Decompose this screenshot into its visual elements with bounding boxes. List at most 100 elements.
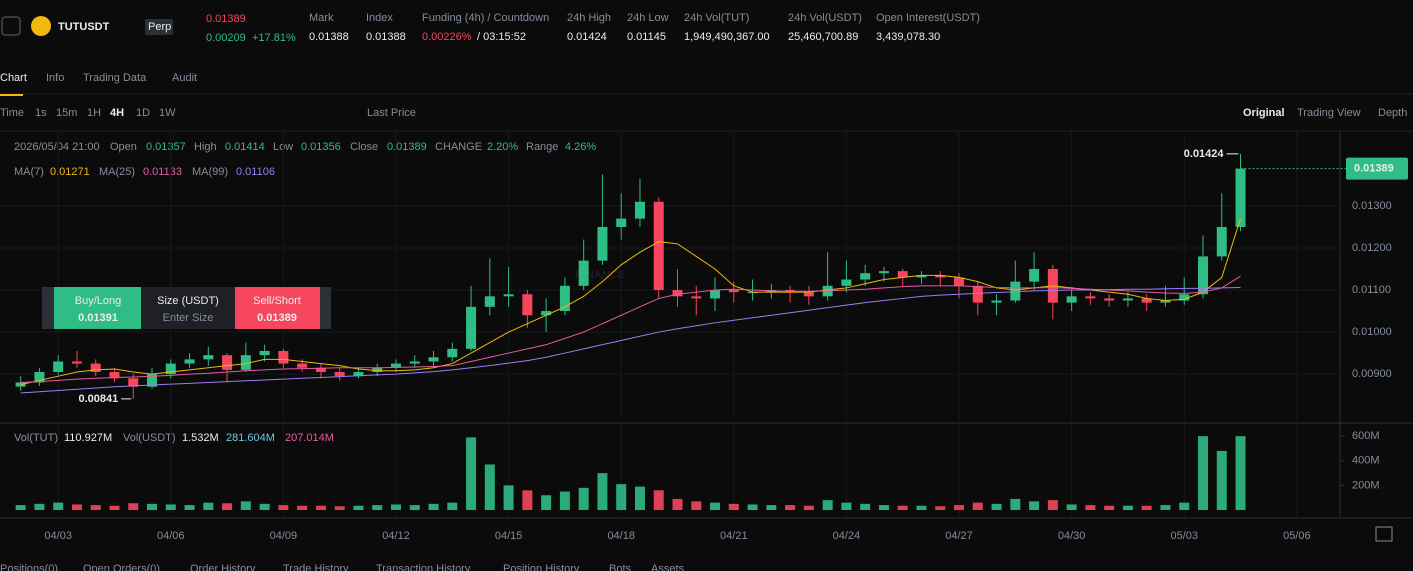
candle-body xyxy=(878,271,889,274)
bottom-tab[interactable]: Open Orders(0) xyxy=(83,563,160,571)
sell-button[interactable] xyxy=(235,287,320,329)
candle-body xyxy=(1085,296,1096,299)
volume-bar xyxy=(766,505,777,510)
volume-bar xyxy=(1029,501,1040,510)
bottom-tab[interactable]: Positions(0) xyxy=(0,563,58,571)
candle-body xyxy=(559,285,570,312)
tab[interactable]: Trading Data xyxy=(83,72,147,84)
low-label: 0.00841 xyxy=(78,393,118,405)
volume-bar xyxy=(653,490,664,510)
volume-bar xyxy=(1216,450,1227,510)
volume-bar xyxy=(1160,505,1171,510)
view-tab[interactable]: Trading View xyxy=(1297,107,1361,119)
candle-body xyxy=(390,363,401,368)
y-tick-label: 0.01300 xyxy=(1352,200,1392,212)
badge: Perp xyxy=(148,21,171,33)
stat-value: 25,460,700.89 xyxy=(788,31,858,43)
tab-underline xyxy=(0,94,23,96)
settings-icon[interactable] xyxy=(1375,526,1393,542)
stat-label: Funding (4h) / Countdown xyxy=(422,12,549,24)
interval[interactable]: Time xyxy=(0,107,24,119)
x-tick-label: 05/06 xyxy=(1283,530,1311,542)
interval[interactable]: 1D xyxy=(136,107,150,119)
info-label: Close xyxy=(350,141,378,153)
bottom-tab[interactable]: Bots xyxy=(609,563,632,571)
volume-bar xyxy=(935,506,946,510)
tab[interactable]: Audit xyxy=(172,72,197,84)
candle-body xyxy=(1216,226,1227,257)
panel-close[interactable] xyxy=(320,287,331,329)
ma-value: 0.01133 xyxy=(143,166,182,178)
info-value: 4.26% xyxy=(565,141,596,153)
tab[interactable]: Chart xyxy=(0,72,27,84)
stat-value: 0.01145 xyxy=(627,31,666,43)
view-tab[interactable]: Original xyxy=(1243,107,1285,119)
price-type[interactable]: Last Price xyxy=(367,107,416,119)
candle-body xyxy=(372,367,383,372)
vol-label: Vol(USDT) xyxy=(123,432,176,444)
info-label: CHANGE xyxy=(435,141,482,153)
volume-bar xyxy=(90,505,101,510)
interval[interactable]: 4H xyxy=(110,107,124,119)
stat-value: 0.01388 xyxy=(366,31,406,43)
bottom-tab[interactable]: Transaction History xyxy=(376,563,471,571)
volume-bar xyxy=(484,464,495,510)
volume-bar xyxy=(691,501,702,510)
candle-body xyxy=(240,355,251,370)
stat-value: 3,439,078.30 xyxy=(876,31,940,43)
volume-bar xyxy=(428,503,439,510)
candle-body xyxy=(15,382,26,387)
bottom-tab[interactable]: Assets xyxy=(651,563,685,571)
size-input[interactable] xyxy=(141,287,235,329)
interval[interactable]: 15m xyxy=(56,107,77,119)
y-tick-label: 0.00900 xyxy=(1352,368,1392,380)
x-tick-label: 04/30 xyxy=(1058,530,1086,542)
candle-body xyxy=(315,367,326,372)
volume-bar xyxy=(147,503,158,510)
size-label: Size (USDT) xyxy=(157,295,219,307)
bottom-tab[interactable]: Position History xyxy=(503,563,580,571)
tab[interactable]: Info xyxy=(46,72,64,84)
volume-bar xyxy=(522,490,533,510)
vol-value: 110.927M xyxy=(64,432,112,444)
price-tag-label: 0.01389 xyxy=(1354,162,1394,174)
stat-value: 0.00226% xyxy=(422,31,472,43)
volume-bar xyxy=(672,498,683,510)
change: 0.00209 xyxy=(206,32,246,44)
high-label: 0.01424 xyxy=(1184,148,1225,160)
bottom-tab[interactable]: Order History xyxy=(190,563,256,571)
interval[interactable]: 1W xyxy=(159,107,176,119)
stat-label: Open Interest(USDT) xyxy=(876,12,980,24)
buy-button[interactable] xyxy=(54,287,141,329)
candle-body xyxy=(897,271,908,278)
interval[interactable]: 1s xyxy=(35,107,47,119)
candle-body xyxy=(71,361,82,364)
volume-bar xyxy=(634,486,645,510)
volume-bar xyxy=(991,503,1002,510)
volume-bar xyxy=(447,502,458,510)
symbol: TUTUSDT xyxy=(58,21,110,33)
volume-bar xyxy=(334,506,345,510)
volume-bar xyxy=(353,505,364,510)
candle-body xyxy=(616,218,627,227)
bottom-tab[interactable]: Trade History xyxy=(283,563,349,571)
volume-bar xyxy=(165,504,176,510)
vol-ma: 281.604M xyxy=(226,432,275,444)
stat-value: 0.01388 xyxy=(309,31,349,43)
candle-body xyxy=(90,363,101,372)
candle-body xyxy=(203,355,214,360)
volume-bar xyxy=(15,505,26,510)
candle-body xyxy=(353,371,364,377)
view-tab[interactable]: Depth xyxy=(1378,107,1407,119)
volume-bar xyxy=(109,505,120,510)
x-tick-label: 04/18 xyxy=(607,530,635,542)
candle-body xyxy=(1104,298,1115,301)
interval[interactable]: 1H xyxy=(87,107,101,119)
volume-bar xyxy=(1066,504,1077,510)
volume-bar xyxy=(578,487,589,510)
candle-body xyxy=(597,226,608,261)
candle-body xyxy=(691,296,702,299)
volume-bar xyxy=(728,503,739,510)
volume-bar xyxy=(297,505,308,510)
favorite-button[interactable] xyxy=(1,16,21,36)
